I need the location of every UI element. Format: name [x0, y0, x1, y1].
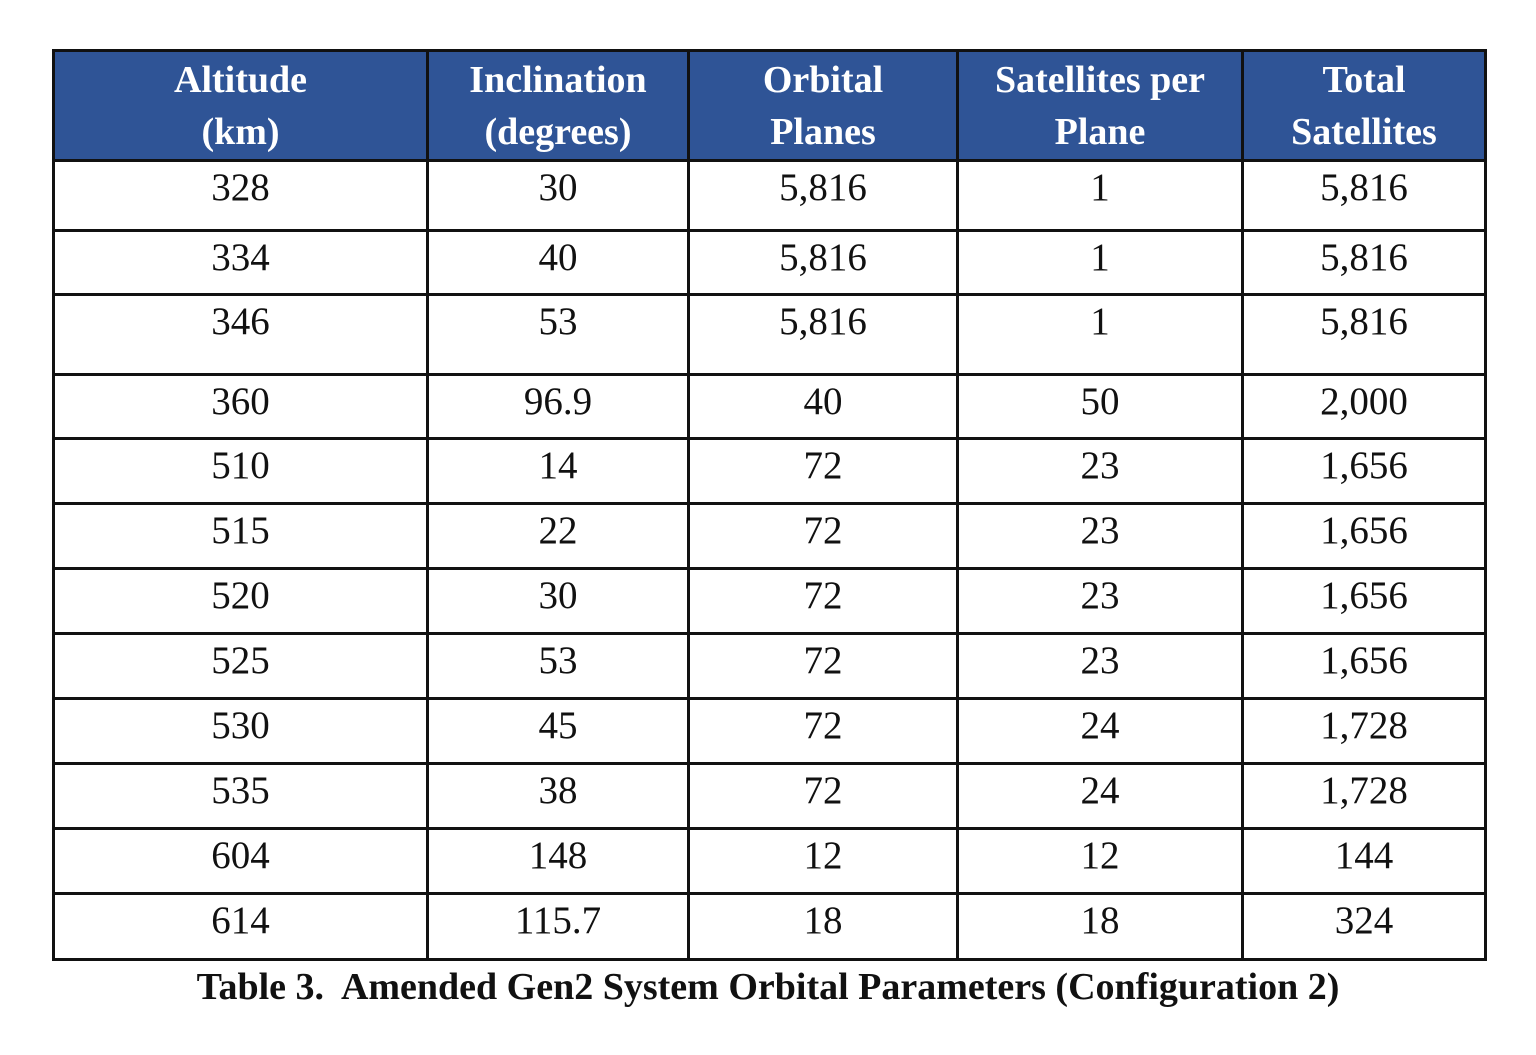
table-row: 510 14 72 23 1,656	[52, 437, 1487, 505]
header-total-satellites-line2: Satellites	[1291, 111, 1437, 153]
cell-inclination: 38	[426, 762, 690, 830]
cell-orbital-planes: 5,816	[687, 293, 959, 376]
table-row: 515 22 72 23 1,656	[52, 502, 1487, 570]
cell-orbital-planes: 72	[687, 567, 959, 635]
table-row: 525 53 72 23 1,656	[52, 632, 1487, 700]
cell-satellites-per-plane: 23	[956, 502, 1244, 570]
table-row: 334 40 5,816 1 5,816	[52, 229, 1487, 296]
cell-altitude: 530	[52, 697, 429, 765]
cell-satellites-per-plane: 24	[956, 697, 1244, 765]
cell-total-satellites: 1,656	[1241, 567, 1487, 635]
cell-altitude: 614	[52, 892, 429, 961]
cell-total-satellites: 2,000	[1241, 373, 1487, 440]
orbital-parameters-table: Altitude (km) Inclination (degrees) Orbi…	[52, 49, 1487, 961]
header-satellites-per-plane-line2: Plane	[1054, 111, 1146, 153]
table-row: 614 115.7 18 18 324	[52, 892, 1487, 961]
cell-total-satellites: 5,816	[1241, 293, 1487, 376]
cell-total-satellites: 1,728	[1241, 762, 1487, 830]
header-altitude-line2: (km)	[201, 111, 280, 153]
table-row: 360 96.9 40 50 2,000	[52, 373, 1487, 440]
cell-altitude: 515	[52, 502, 429, 570]
table-caption: Table 3. Amended Gen2 System Orbital Par…	[196, 966, 1340, 1008]
cell-orbital-planes: 12	[687, 827, 959, 895]
header-orbital-planes: Orbital Planes	[687, 49, 959, 162]
header-row: Altitude (km) Inclination (degrees) Orbi…	[52, 49, 1487, 162]
cell-inclination: 53	[426, 293, 690, 376]
cell-total-satellites: 1,728	[1241, 697, 1487, 765]
cell-inclination: 40	[426, 229, 690, 296]
orbital-parameters-table-container: Altitude (km) Inclination (degrees) Orbi…	[52, 49, 1487, 961]
cell-satellites-per-plane: 50	[956, 373, 1244, 440]
cell-altitude: 535	[52, 762, 429, 830]
cell-altitude: 346	[52, 293, 429, 376]
cell-satellites-per-plane: 23	[956, 567, 1244, 635]
cell-inclination: 148	[426, 827, 690, 895]
cell-total-satellites: 5,816	[1241, 159, 1487, 232]
header-total-satellites: Total Satellites	[1241, 49, 1487, 162]
cell-satellites-per-plane: 23	[956, 437, 1244, 505]
cell-orbital-planes: 18	[687, 892, 959, 961]
table-row: 535 38 72 24 1,728	[52, 762, 1487, 830]
cell-total-satellites: 324	[1241, 892, 1487, 961]
table-row: 346 53 5,816 1 5,816	[52, 293, 1487, 376]
table-header: Altitude (km) Inclination (degrees) Orbi…	[52, 49, 1487, 162]
table-row: 328 30 5,816 1 5,816	[52, 159, 1487, 232]
cell-inclination: 22	[426, 502, 690, 570]
cell-orbital-planes: 72	[687, 697, 959, 765]
header-inclination-line1: Inclination	[469, 59, 647, 101]
header-orbital-planes-line1: Orbital	[762, 59, 884, 101]
cell-inclination: 53	[426, 632, 690, 700]
cell-orbital-planes: 72	[687, 502, 959, 570]
cell-total-satellites: 1,656	[1241, 632, 1487, 700]
cell-orbital-planes: 72	[687, 632, 959, 700]
cell-altitude: 520	[52, 567, 429, 635]
header-altitude: Altitude (km)	[52, 49, 429, 162]
header-inclination-line2: (degrees)	[484, 111, 632, 153]
cell-satellites-per-plane: 23	[956, 632, 1244, 700]
cell-inclination: 96.9	[426, 373, 690, 440]
cell-altitude: 604	[52, 827, 429, 895]
table-row: 520 30 72 23 1,656	[52, 567, 1487, 635]
cell-satellites-per-plane: 1	[956, 293, 1244, 376]
cell-orbital-planes: 72	[687, 762, 959, 830]
cell-total-satellites: 1,656	[1241, 437, 1487, 505]
cell-orbital-planes: 5,816	[687, 229, 959, 296]
cell-altitude: 328	[52, 159, 429, 232]
cell-inclination: 14	[426, 437, 690, 505]
cell-orbital-planes: 72	[687, 437, 959, 505]
cell-satellites-per-plane: 18	[956, 892, 1244, 961]
cell-altitude: 510	[52, 437, 429, 505]
cell-altitude: 334	[52, 229, 429, 296]
table-row: 530 45 72 24 1,728	[52, 697, 1487, 765]
cell-total-satellites: 144	[1241, 827, 1487, 895]
header-total-satellites-line1: Total	[1322, 59, 1406, 101]
cell-orbital-planes: 5,816	[687, 159, 959, 232]
cell-total-satellites: 1,656	[1241, 502, 1487, 570]
cell-total-satellites: 5,816	[1241, 229, 1487, 296]
cell-satellites-per-plane: 1	[956, 229, 1244, 296]
cell-satellites-per-plane: 24	[956, 762, 1244, 830]
cell-orbital-planes: 40	[687, 373, 959, 440]
header-satellites-per-plane-line1: Satellites per	[994, 59, 1205, 101]
header-inclination: Inclination (degrees)	[426, 49, 690, 162]
cell-satellites-per-plane: 1	[956, 159, 1244, 232]
cell-satellites-per-plane: 12	[956, 827, 1244, 895]
cell-inclination: 30	[426, 159, 690, 232]
cell-inclination: 45	[426, 697, 690, 765]
table-row: 604 148 12 12 144	[52, 827, 1487, 895]
cell-altitude: 360	[52, 373, 429, 440]
cell-inclination: 115.7	[426, 892, 690, 961]
header-orbital-planes-line2: Planes	[770, 111, 876, 153]
cell-altitude: 525	[52, 632, 429, 700]
table-body: 328 30 5,816 1 5,816 334 40 5,816 1 5,81…	[52, 159, 1487, 961]
cell-inclination: 30	[426, 567, 690, 635]
header-altitude-line1: Altitude	[174, 59, 307, 101]
header-satellites-per-plane: Satellites per Plane	[956, 49, 1244, 162]
